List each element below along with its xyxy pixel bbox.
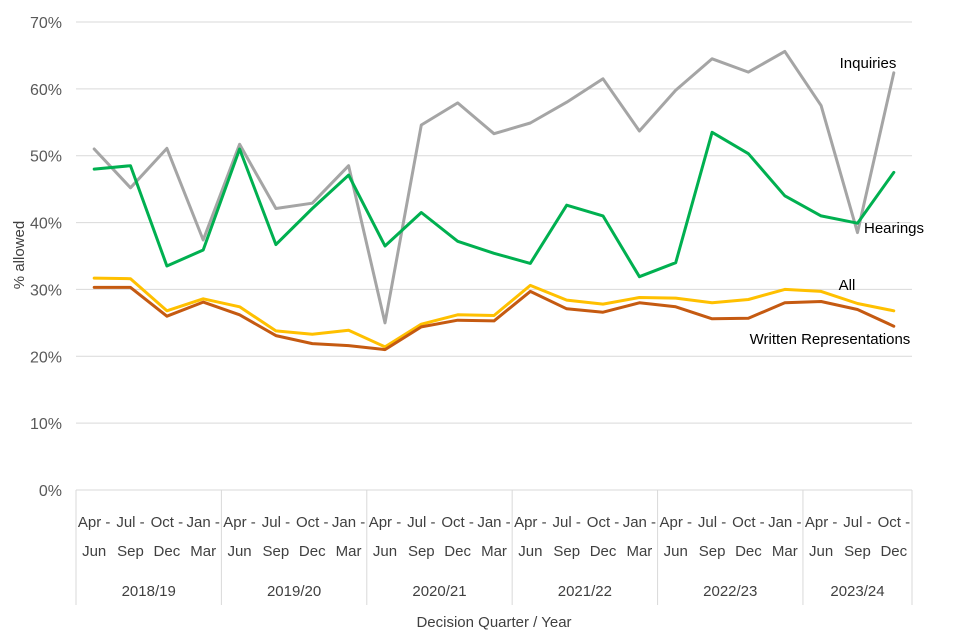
- x-group-label: 2022/23: [703, 583, 757, 600]
- x-tick-label: Dec: [444, 543, 471, 560]
- series-line-hearings: [92, 130, 896, 279]
- y-tick-label: 50%: [30, 149, 62, 166]
- x-tick-label: Apr -: [659, 514, 692, 531]
- x-tick-label: Mar: [336, 543, 362, 560]
- x-tick-label: Jan -: [332, 514, 365, 531]
- x-group-label: 2019/20: [267, 583, 321, 600]
- x-tick-label: Dec: [154, 543, 181, 560]
- x-group-label: 2021/22: [558, 583, 612, 600]
- x-tick-label: Apr -: [223, 514, 256, 531]
- x-tick-label: Jun: [373, 543, 397, 560]
- x-tick-label: Jan -: [768, 514, 801, 531]
- x-tick-label: Dec: [299, 543, 326, 560]
- series-label: Written Representations: [750, 331, 911, 348]
- x-tick-label: Jul -: [262, 514, 290, 531]
- x-tick-label: Dec: [735, 543, 762, 560]
- x-tick-label: Apr -: [78, 514, 111, 531]
- x-tick-label: Apr -: [805, 514, 838, 531]
- x-tick-label: Jul -: [407, 514, 435, 531]
- y-tick-label: 20%: [30, 349, 62, 366]
- x-tick-label: Oct -: [587, 514, 620, 531]
- x-axis: Apr - Jun Jul - Sep Oct - Dec Jan - Mar Apr - Jun…: [75, 489, 913, 605]
- x-tick-label: Dec: [590, 543, 617, 560]
- x-tick-label: Apr -: [514, 514, 547, 531]
- y-tick-label: 0%: [39, 483, 62, 500]
- x-tick-label: Jun: [664, 543, 688, 560]
- x-axis-title: Decision Quarter / Year: [416, 614, 571, 631]
- x-group-label: 2023/24: [830, 583, 884, 600]
- x-tick-label: Sep: [844, 543, 871, 560]
- x-tick-label: Jul -: [553, 514, 581, 531]
- x-tick-label: Sep: [408, 543, 435, 560]
- x-tick-label: Oct -: [296, 514, 329, 531]
- x-tick-label: Sep: [699, 543, 726, 560]
- x-tick-label: Mar: [772, 543, 798, 560]
- series-lines: [92, 49, 896, 352]
- x-tick-label: Apr -: [369, 514, 402, 531]
- y-tick-label: 30%: [30, 282, 62, 299]
- y-tick-label: 40%: [30, 216, 62, 233]
- x-tick-label: Oct -: [151, 514, 184, 531]
- y-tick-label: 60%: [30, 82, 62, 99]
- x-tick-label: Jun: [518, 543, 542, 560]
- series-label: All: [839, 277, 856, 294]
- x-tick-label: Jun: [82, 543, 106, 560]
- x-tick-label: Sep: [263, 543, 290, 560]
- y-tick-label: 10%: [30, 416, 62, 433]
- series-line-inquiries: [92, 49, 896, 325]
- x-tick-label: Jan -: [623, 514, 656, 531]
- x-tick-label: Dec: [880, 543, 907, 560]
- x-tick-label: Sep: [553, 543, 580, 560]
- y-axis: 0% 10% 20% 30% 40% 50% 60% 70%: [30, 15, 62, 500]
- x-tick-label: Oct -: [878, 514, 911, 531]
- y-tick-label: 70%: [30, 15, 62, 32]
- x-group-label: 2020/21: [412, 583, 466, 600]
- x-group-label: 2018/19: [122, 583, 176, 600]
- gridlines: [76, 21, 912, 491]
- x-tick-label: Oct -: [441, 514, 474, 531]
- y-axis-title: % allowed: [11, 221, 28, 289]
- x-tick-label: Jul -: [843, 514, 871, 531]
- series-label: Inquiries: [840, 55, 897, 72]
- x-tick-label: Jun: [809, 543, 833, 560]
- x-tick-label: Mar: [190, 543, 216, 560]
- x-tick-label: Jul -: [698, 514, 726, 531]
- series-label: Hearings: [864, 220, 924, 237]
- series-labels: Inquiries Hearings All Written Representati…: [750, 55, 924, 348]
- x-tick-label: Mar: [481, 543, 507, 560]
- x-tick-label: Jan -: [187, 514, 220, 531]
- x-tick-label: Sep: [117, 543, 144, 560]
- series-line-written-representations: [92, 285, 896, 352]
- series-line-all: [92, 276, 896, 349]
- x-tick-label: Jul -: [116, 514, 144, 531]
- x-tick-label: Jan -: [477, 514, 510, 531]
- x-tick-label: Oct -: [732, 514, 765, 531]
- x-tick-label: Mar: [626, 543, 652, 560]
- x-tick-label: Jun: [227, 543, 251, 560]
